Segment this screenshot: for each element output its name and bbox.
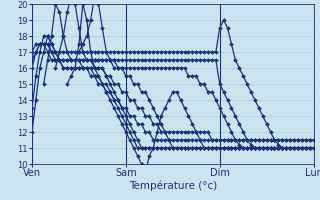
- X-axis label: Température (°c): Température (°c): [129, 181, 217, 191]
